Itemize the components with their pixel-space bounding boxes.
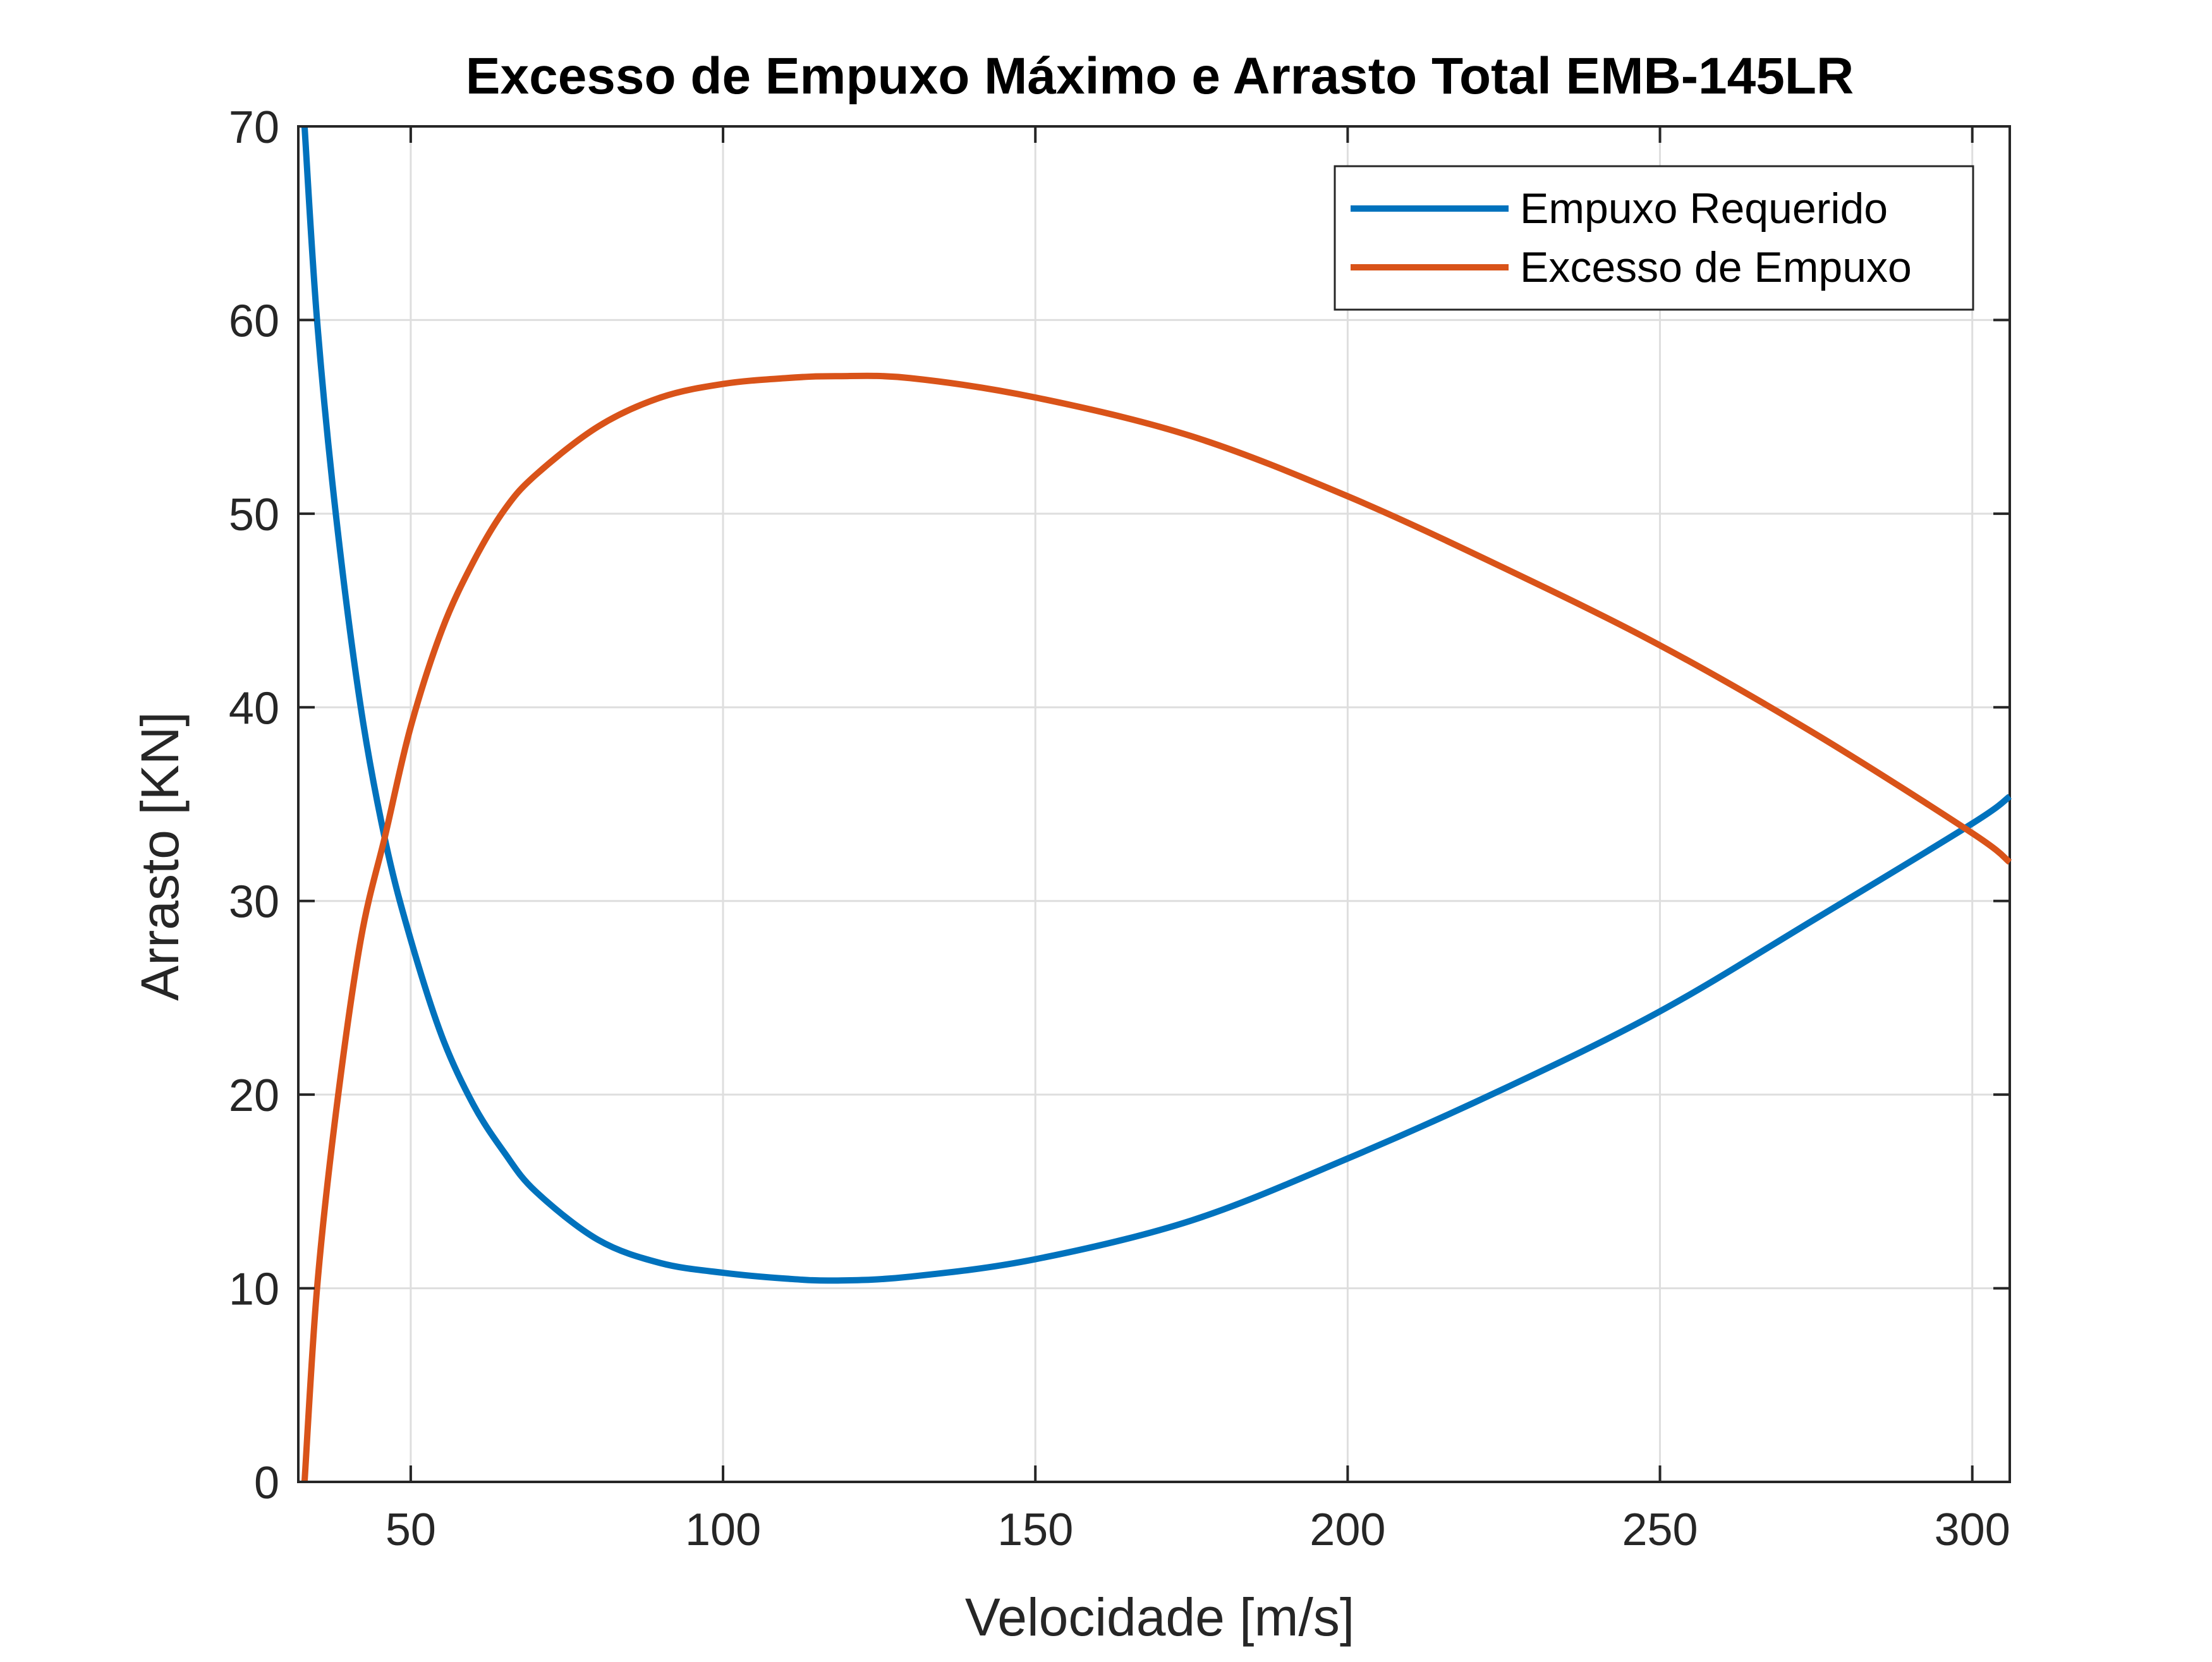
y-tick-label: 0 [254,1458,279,1508]
x-tick-label: 250 [1622,1505,1698,1555]
x-tick-label: 100 [685,1505,761,1555]
legend-label-empuxo-requerido: Empuxo Requerido [1520,185,1888,233]
legend-label-excesso-de-empuxo: Excesso de Empuxo [1520,243,1912,291]
x-tick-label: 200 [1310,1505,1385,1555]
axes-frame [297,125,2011,1483]
series-line-excesso-de-empuxo [301,372,2012,1483]
y-tick-label: 60 [229,296,279,346]
axes-box [297,125,2011,1483]
y-tick-label: 70 [229,102,279,153]
legend: Empuxo Requerido Excesso de Empuxo [1334,165,1974,311]
legend-box [1334,165,1974,311]
x-tick-label: 300 [1935,1505,2010,1555]
y-axis-label: Arrasto [KN] [130,712,190,1000]
x-tick-label: 50 [386,1505,436,1555]
chart-title: Excesso de Empuxo Máximo e Arrasto Total… [466,47,1854,105]
series-group [301,126,2012,1483]
y-tick-label: 40 [229,683,279,734]
grid [298,125,2010,1483]
x-axis-label: Velocidade [m/s] [965,1587,1354,1647]
ticks: 50 100 150 200 250 300 0 10 20 30 40 50 60 70 [229,102,2010,1555]
plot-area [298,126,2010,1482]
x-tick-label: 150 [997,1505,1073,1555]
y-tick-label: 50 [229,490,279,540]
y-tick-label: 30 [229,877,279,928]
y-tick-label: 10 [229,1265,279,1315]
series-line-empuxo-requerido [301,126,2012,1284]
y-tick-label: 20 [229,1071,279,1121]
